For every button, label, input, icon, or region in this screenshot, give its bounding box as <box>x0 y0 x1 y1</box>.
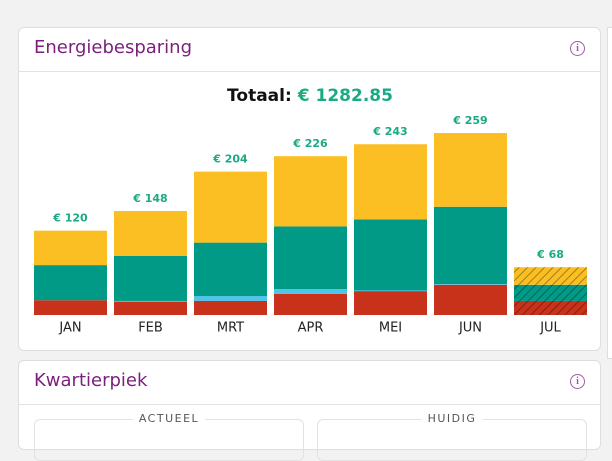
bar-segment <box>274 293 347 315</box>
bar-segment <box>194 171 267 243</box>
value-label: € 204 <box>212 153 248 166</box>
bar-segment <box>194 300 267 315</box>
bar-segment <box>194 296 267 301</box>
card-header: Energiebesparing i <box>19 28 600 72</box>
total-value: € 1282.85 <box>297 86 393 106</box>
value-label: € 226 <box>292 137 328 150</box>
bar-segment <box>114 301 187 315</box>
bar-segment <box>274 226 347 289</box>
box: ACTUEEL <box>34 412 304 461</box>
bar-segment <box>354 291 427 315</box>
x-tick-label: MEI <box>379 321 402 336</box>
info-icon[interactable]: i <box>570 374 585 389</box>
card-title: Kwartierpiek <box>34 370 148 391</box>
x-tick-label: MRT <box>217 321 244 336</box>
info-icon[interactable]: i <box>570 41 585 56</box>
box-label: ACTUEEL <box>132 412 206 425</box>
bar-segment <box>114 211 187 256</box>
bar-segment <box>354 290 427 292</box>
bar-segment <box>434 284 507 285</box>
bar-segment <box>194 242 267 297</box>
page: {"cards": [{"title": "Energiebesparing"}… <box>18 27 612 461</box>
card-energiebesparing: Energiebesparing i Totaal: € 1282.85 € 12… <box>18 27 601 351</box>
bar-segment <box>114 300 187 302</box>
bar-segment <box>434 206 507 285</box>
chart: Totaal: € 1282.85 € 120 JAN € 148 FEB € 204 MR… <box>34 86 587 336</box>
bar-segment <box>434 133 507 207</box>
total: Totaal: € 1282.85 <box>227 86 393 106</box>
bar-segment <box>114 255 187 301</box>
side-card <box>607 27 612 359</box>
x-tick-label: JAN <box>58 321 81 336</box>
value-label: € 243 <box>372 125 407 138</box>
value-label: € 148 <box>132 192 167 205</box>
hatch <box>514 284 587 301</box>
box: HUIDIG <box>317 412 587 461</box>
x-tick-label: JUL <box>539 321 561 336</box>
bar-segment <box>274 156 347 227</box>
bar-segment <box>34 230 107 266</box>
x-tick-label: FEB <box>138 321 163 336</box>
bar-segment <box>34 300 107 315</box>
value-label: € 259 <box>452 114 487 127</box>
x-tick-label: APR <box>298 321 324 336</box>
x-tick-label: JUN <box>458 321 482 336</box>
card-kwartierpiek: Kwartierpiek i ACTUEEL HUIDIG <box>18 360 601 461</box>
hatch <box>514 300 587 315</box>
box-label: HUIDIG <box>421 412 483 425</box>
bar-segment <box>34 265 107 301</box>
value-label: € 120 <box>52 212 88 225</box>
card-title: Energiebesparing <box>34 37 193 58</box>
total-label: Totaal: <box>227 86 292 106</box>
bar-segment <box>354 219 427 291</box>
hatch <box>514 267 587 285</box>
card-header: Kwartierpiek i <box>19 361 600 405</box>
bar-segment <box>434 284 507 315</box>
bar-segment <box>354 144 427 220</box>
value-label: € 68 <box>536 248 564 261</box>
bar-segment <box>274 289 347 294</box>
